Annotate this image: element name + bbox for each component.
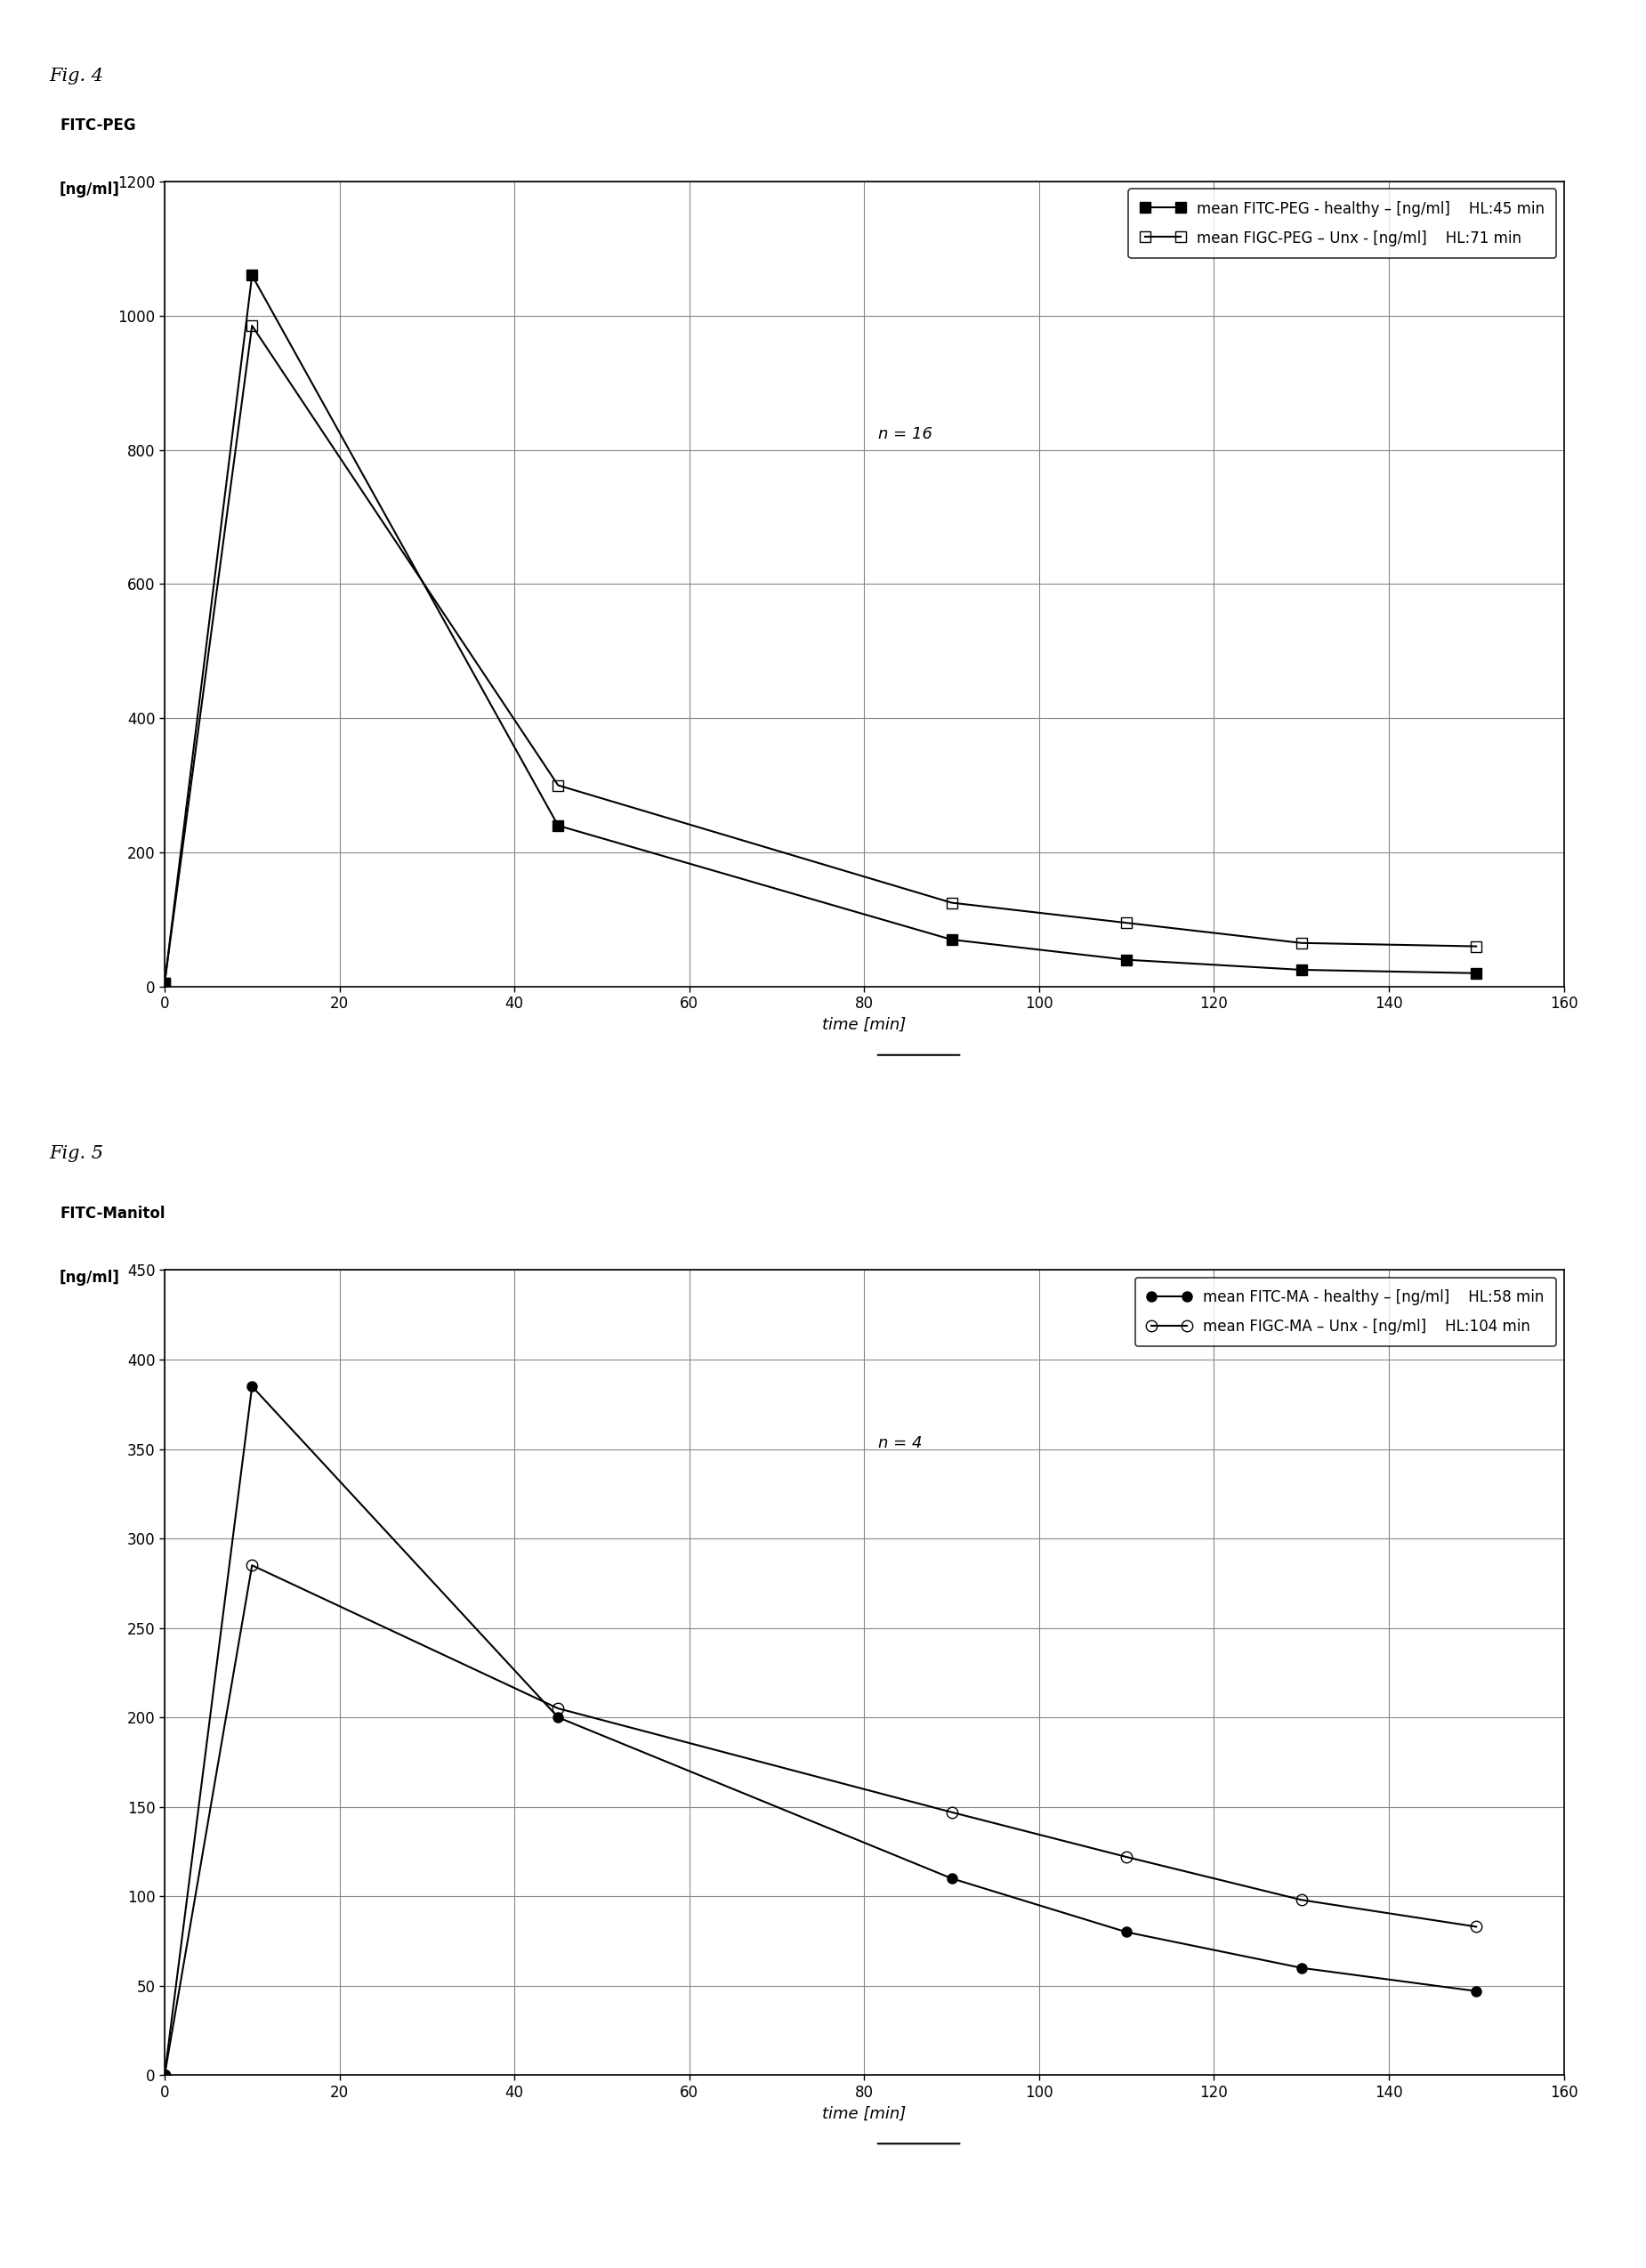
Text: FITC-PEG: FITC-PEG [59, 118, 137, 134]
Text: Fig. 4: Fig. 4 [49, 68, 104, 84]
Text: FITC-Manitol: FITC-Manitol [59, 1207, 165, 1222]
Legend: mean FITC-MA - healthy – [ng/ml]    HL:58 min, mean FIGC-MA – Unx - [ng/ml]    H: mean FITC-MA - healthy – [ng/ml] HL:58 m… [1136, 1277, 1555, 1347]
Text: n = 16: n = 16 [879, 426, 932, 442]
X-axis label: time [min]: time [min] [823, 1016, 905, 1032]
Legend: mean FITC-PEG - healthy – [ng/ml]    HL:45 min, mean FIGC-PEG – Unx - [ng/ml]   : mean FITC-PEG - healthy – [ng/ml] HL:45 … [1128, 188, 1555, 259]
Text: [ng/ml]: [ng/ml] [59, 181, 120, 197]
Text: n = 4: n = 4 [879, 1436, 922, 1452]
X-axis label: time [min]: time [min] [823, 2105, 905, 2121]
Text: Fig. 5: Fig. 5 [49, 1145, 104, 1161]
Text: [ng/ml]: [ng/ml] [59, 1270, 120, 1286]
